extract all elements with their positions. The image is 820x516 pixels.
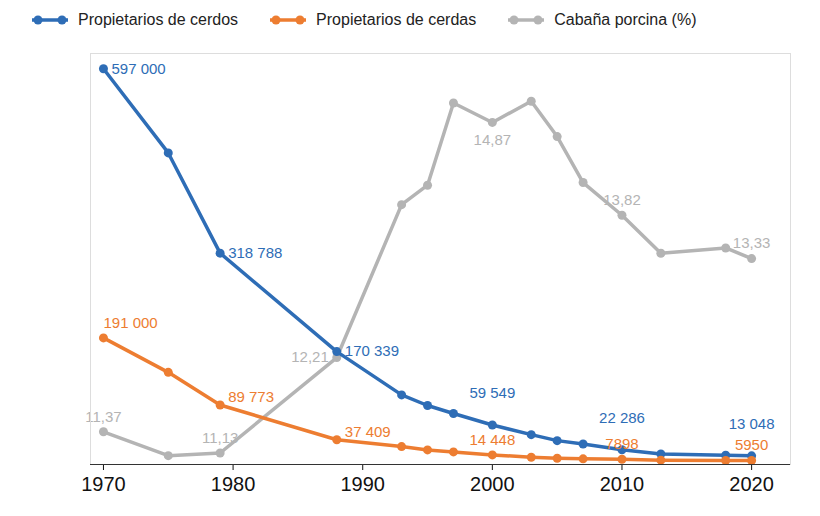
- html-text:Cabaña porcina (%): Cabaña porcina (%): [554, 11, 697, 28]
- svg-text:2010: 2010: [600, 473, 645, 495]
- svg-text:13,82: 13,82: [603, 191, 641, 208]
- svg-text:2020: 2020: [729, 473, 774, 495]
- svg-text:170 339: 170 339: [345, 342, 399, 359]
- svg-text:1980: 1980: [211, 473, 256, 495]
- svg-text:1990: 1990: [340, 473, 385, 495]
- svg-text:22 286: 22 286: [599, 409, 645, 426]
- html-text:Propietarios de cerdas: Propietarios de cerdas: [316, 11, 477, 28]
- svg-text:14,87: 14,87: [474, 131, 512, 148]
- svg-text:1970: 1970: [81, 473, 126, 495]
- svg-text:89 773: 89 773: [228, 388, 274, 405]
- svg-text:191 000: 191 000: [103, 314, 157, 331]
- svg-text:318 788: 318 788: [228, 244, 282, 261]
- html-text:Propietarios de cerdos: Propietarios de cerdos: [78, 11, 239, 28]
- svg-text:13 048: 13 048: [729, 415, 775, 432]
- svg-text:7898: 7898: [605, 435, 638, 452]
- svg-text:14 448: 14 448: [469, 431, 515, 448]
- svg-text:2000: 2000: [470, 473, 514, 495]
- svg-text:13,33: 13,33: [733, 234, 771, 251]
- svg-text:5950: 5950: [735, 436, 768, 453]
- svg-text:12,21: 12,21: [291, 348, 329, 365]
- svg-text:59 549: 59 549: [469, 384, 515, 401]
- svg-text:597 000: 597 000: [111, 60, 165, 77]
- svg-text:11,37: 11,37: [85, 407, 122, 425]
- svg-text:11,13: 11,13: [202, 429, 238, 446]
- svg-text:37 409: 37 409: [345, 423, 391, 440]
